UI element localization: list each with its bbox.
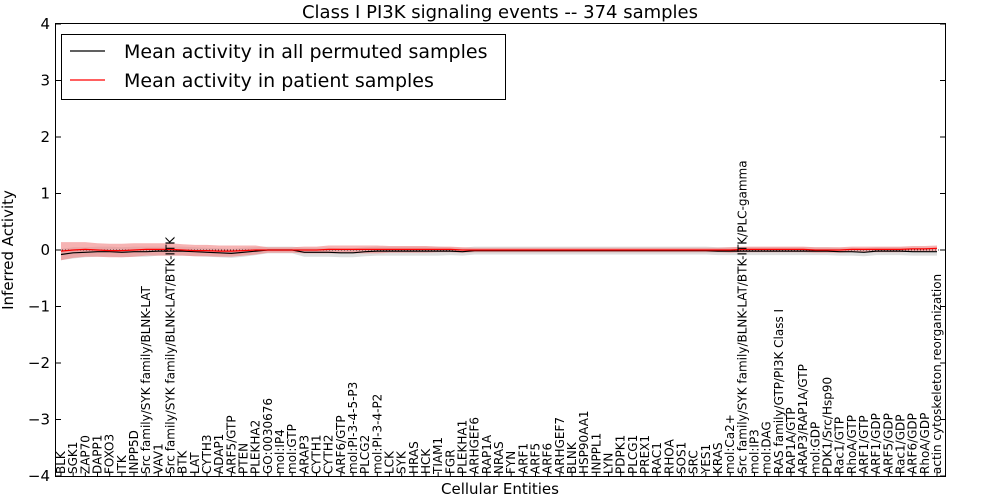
x-tick-label: Src family/SYK family/BLNK-LAT/BTK-ITK/P…	[735, 160, 749, 474]
x-tick-label: mol:PI-3-4-P2	[370, 394, 384, 474]
x-tick-label: Src family/SYK family/BLNK-LAT/BTK-ITK	[164, 236, 178, 474]
y-axis-title: Inferred Activity	[0, 190, 17, 310]
x-tick-label: ARF5	[529, 443, 543, 474]
x-tick-label: LCK	[383, 450, 397, 474]
x-tick-label: ZAP70	[78, 435, 92, 474]
x-tick-label: ARHGEF6	[468, 417, 482, 474]
x-tick-label: mol:DAG	[760, 421, 774, 474]
x-tick-label: CYTH2	[322, 435, 336, 475]
x-tick-label: RAP1A/GTP	[784, 407, 798, 474]
x-tick-label: ADAP1	[212, 434, 226, 474]
x-tick-label: ARF5/GTP	[224, 415, 238, 474]
x-tick-label: Rac1/GTP	[833, 417, 847, 474]
x-tick-label: ARF6/GDP	[906, 413, 920, 474]
y-axis: 4 3 2 1 0 −1 −2 −3 −4	[28, 15, 945, 485]
x-tick-label: RHOA	[662, 438, 676, 474]
x-tick-label: ARAP3/RAP1A/GTP	[796, 364, 810, 474]
x-tick-label: YES1	[699, 444, 713, 475]
x-tick-label: FOXO3	[103, 434, 117, 474]
x-tick-label: FYN	[504, 451, 518, 474]
x-tick-label: PLEKHA2	[249, 420, 263, 474]
y-tick-label: 1	[40, 185, 50, 203]
x-tick-label: FGR	[443, 449, 457, 474]
chart-title: Class I PI3K signaling events -- 374 sam…	[302, 2, 698, 23]
x-tick-label: mol:Ca2+	[723, 414, 737, 474]
x-tick-label: ARF1/GTP	[857, 415, 871, 474]
x-tick-label: SRC	[687, 450, 701, 474]
x-tick-label: LYN	[602, 453, 616, 474]
x-tick-label: mol:GDP	[808, 422, 822, 474]
x-tick-label: BLNK	[565, 441, 579, 474]
x-tick-label: KRAS	[711, 442, 725, 474]
legend-box	[61, 34, 506, 100]
x-tick-label: RAC1	[650, 442, 664, 474]
y-tick-label: −3	[28, 411, 50, 429]
x-tick-label: mol:IP3	[748, 429, 762, 474]
x-tick-label: BLK	[54, 450, 68, 474]
x-tick-label: SOS1	[675, 442, 689, 474]
x-tick-label: ARF6	[541, 443, 555, 474]
x-tick-label: VAV1	[151, 443, 165, 474]
x-tick-label: PLCG2	[358, 435, 372, 474]
series-line-2	[60, 247, 938, 252]
x-tick-label: PTEN	[237, 443, 251, 474]
x-tick-label: PDPK1	[614, 435, 628, 474]
x-tick-label: INPP5D	[127, 430, 141, 474]
x-tick-label: NRAS	[492, 441, 506, 474]
x-tick-label: ARF6/GTP	[334, 415, 348, 474]
x-tick-label: HSP90AA1	[577, 410, 591, 474]
x-tick-label: CYTH3	[200, 435, 214, 475]
x-tick-label: SYK	[395, 450, 409, 474]
legend-label-permuted: Mean activity in all permuted samples	[124, 41, 487, 63]
x-tick-label: INPPL1	[589, 433, 603, 474]
y-tick-label: 4	[40, 15, 50, 33]
x-tick-label: SGK1	[66, 442, 80, 474]
x-tick-label: PLCG1	[626, 435, 640, 474]
x-tick-label: PREX1	[638, 435, 652, 474]
x-tick-label: DAPP1	[91, 435, 105, 474]
y-tick-label: 3	[40, 72, 50, 90]
x-tick-label: mol:IP4	[273, 429, 287, 474]
y-tick-label: −2	[28, 354, 50, 372]
x-tick-label: RAS family/GTP/PI3K Class I	[772, 309, 786, 474]
x-tick-label: ARHGEF7	[553, 417, 567, 474]
legend-label-patient: Mean activity in patient samples	[124, 70, 434, 92]
y-tick-label: 0	[40, 241, 50, 259]
x-tick-label: TIAM1	[431, 437, 445, 475]
x-tick-label: PLEKHA1	[456, 420, 470, 474]
x-tick-label: mol:PI-3-4-5-P3	[346, 382, 360, 474]
x-tick-label: RhoA/GTP	[845, 415, 859, 474]
plot-frame	[55, 23, 946, 477]
y-tick-label: −1	[28, 298, 50, 316]
x-tick-label: GO:0030676	[261, 398, 275, 474]
x-tick-label: Rac1/GDP	[894, 415, 908, 474]
x-tick-label: ARF1/GDP	[869, 413, 883, 474]
x-tick-label: PDK1/Src/Hsp90	[821, 377, 835, 474]
x-tick-label: Src family/SYK family/BLNK-LAT	[139, 285, 153, 474]
x-tick-label: mol:GTP	[285, 424, 299, 474]
x-tick-label: ITK	[115, 454, 129, 474]
x-axis-title: Cellular Entities	[441, 480, 559, 498]
x-tick-label: CYTH1	[310, 435, 324, 475]
x-tick-label: HCK	[419, 448, 433, 474]
x-tick-label: BTK	[176, 449, 190, 474]
legend: Mean activity in all permuted samples Me…	[61, 34, 506, 100]
x-tick-label: actin cytoskeleton reorganization	[930, 274, 944, 474]
x-tick-label: ARF1	[516, 443, 530, 474]
y-tick-label: 2	[40, 128, 50, 146]
y-tick-label: −4	[28, 467, 50, 485]
x-tick-label: ARAP3	[297, 435, 311, 474]
x-tick-label: HRAS	[407, 441, 421, 474]
x-tick-label: RAP1A	[480, 434, 494, 474]
x-tick-label: RhoA/GDP	[918, 413, 932, 474]
x-tick-label: ARF5/GDP	[881, 413, 895, 474]
x-tick-label: LAT	[188, 452, 202, 474]
series-lines	[56, 247, 945, 256]
